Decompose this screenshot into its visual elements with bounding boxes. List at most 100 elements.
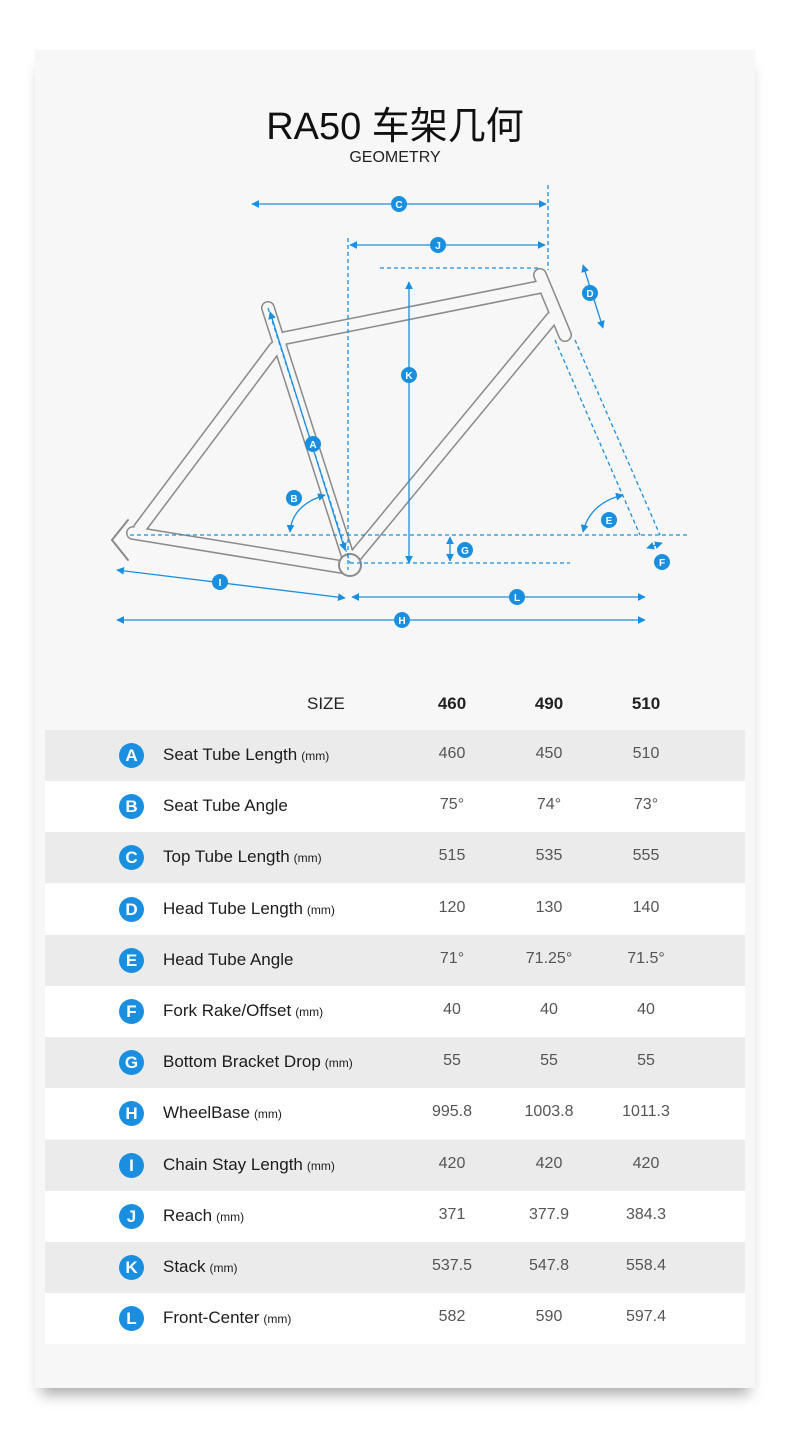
circ: B	[119, 794, 144, 820]
val: 420	[535, 1154, 563, 1172]
val: 130	[535, 898, 563, 916]
val: 1011.3	[622, 1103, 670, 1121]
circ: A	[119, 743, 144, 768]
unit: (mm)	[263, 1312, 292, 1327]
val: 450	[535, 745, 563, 762]
unit: (mm)	[216, 1209, 245, 1224]
label-badge	[654, 554, 670, 570]
row w: L Front-Center (mm) 582 590 597.4	[45, 1293, 745, 1345]
val: 597.4	[625, 1308, 667, 1326]
val: 515	[438, 847, 466, 865]
val: 73°	[633, 796, 659, 814]
row g: A Seat Tube Length (mm) 460 450 510	[45, 730, 745, 781]
diagram-label: K	[405, 371, 413, 382]
label-badge	[212, 574, 228, 590]
diagram-label: B	[290, 494, 297, 505]
diagram-label: F	[659, 558, 665, 569]
val: 460	[438, 745, 466, 762]
diagram-label: H	[398, 616, 405, 627]
name: Head Tube Angle	[163, 949, 294, 969]
geometry-diagram: C J D K A B E G F I L H	[110, 185, 690, 628]
val: 377.9	[528, 1205, 570, 1223]
unit: (mm)	[306, 1158, 335, 1173]
unit: (mm)	[209, 1261, 238, 1275]
name: WheelBase	[163, 1103, 250, 1123]
title: RA50 车架几何	[266, 106, 524, 148]
row g: K Stack (mm) 537.5 547.8 558.4	[45, 1242, 745, 1293]
nm: WheelBase (mm)	[163, 1103, 282, 1123]
unit: (mm)	[295, 1005, 324, 1019]
circ: H	[119, 1101, 144, 1127]
name: Chain Stay Length	[163, 1154, 303, 1174]
val: 537.5	[431, 1257, 473, 1274]
val: 1003.8	[524, 1103, 574, 1121]
dimension-lines	[116, 185, 690, 624]
row w: D Head Tube Length (mm) 120 130 140	[45, 883, 745, 935]
name: Head Tube Length	[163, 898, 303, 918]
label-badge	[305, 436, 321, 452]
unit: (mm)	[293, 851, 322, 866]
row w: F Fork Rake/Offset (mm) 40 40 40	[45, 986, 745, 1037]
circ: F	[119, 999, 144, 1024]
val: 71.5°	[627, 949, 665, 967]
circ: L	[119, 1306, 144, 1332]
row w: B Seat Tube Angle 75° 74° 73°	[45, 781, 745, 833]
val: 371	[438, 1205, 466, 1223]
diagram-label: J	[435, 241, 441, 252]
circ: G	[119, 1050, 144, 1076]
diagram-label: C	[395, 200, 402, 211]
val: 120	[438, 898, 466, 916]
diagram-label: G	[461, 546, 469, 557]
name: Stack	[163, 1257, 206, 1276]
nm: Seat Tube Length (mm)	[163, 745, 329, 765]
val: 582	[438, 1308, 466, 1326]
val: 555	[632, 847, 660, 865]
diagram-label: A	[309, 440, 316, 451]
unit: (mm)	[301, 749, 330, 763]
diagram-label: E	[606, 516, 613, 527]
val: 55	[540, 1052, 558, 1070]
val: 420	[632, 1154, 660, 1172]
nm: Head Tube Length (mm)	[163, 899, 335, 919]
val: 510	[632, 745, 660, 762]
val: 71.25°	[525, 949, 573, 967]
nm: Chain Stay Length (mm)	[163, 1155, 335, 1175]
diagram-label: L	[514, 593, 520, 604]
circ: C	[119, 845, 144, 871]
val: 55	[443, 1052, 461, 1070]
circ: I	[119, 1152, 144, 1178]
val: 995.8	[431, 1103, 473, 1121]
label-badge	[286, 490, 302, 506]
label-badge	[601, 512, 617, 528]
val: 55	[637, 1052, 655, 1070]
nm: Fork Rake/Offset (mm)	[163, 1001, 323, 1021]
name: Top Tube Length	[163, 847, 290, 867]
val: 75°	[439, 796, 465, 814]
label-badge	[430, 237, 446, 253]
val: 558.4	[625, 1257, 667, 1274]
val: 384.3	[625, 1205, 667, 1223]
name: Seat Tube Length	[163, 745, 298, 764]
val: 535	[535, 847, 563, 865]
nm: Seat Tube Angle	[163, 796, 288, 816]
circ: K	[119, 1255, 144, 1280]
diagram-label: D	[586, 289, 593, 300]
label-badge	[394, 612, 410, 628]
nm: Head Tube Angle	[163, 950, 293, 970]
circ: J	[119, 1203, 144, 1229]
val: 140	[632, 898, 660, 916]
row g: I Chain Stay Length (mm) 420 420 420	[45, 1139, 745, 1191]
val: 40	[443, 1001, 461, 1018]
row g: C Top Tube Length (mm) 515 535 555	[45, 832, 745, 884]
label-badge	[509, 589, 525, 605]
hdr: 460	[437, 694, 467, 713]
nm: Top Tube Length (mm)	[163, 847, 322, 867]
circ: E	[119, 947, 144, 973]
row g: E Head Tube Angle 71° 71.25° 71.5°	[45, 934, 745, 986]
unit: (mm)	[324, 1056, 353, 1071]
val: 590	[535, 1308, 563, 1326]
hdr: 490	[534, 694, 564, 713]
val: 71°	[439, 949, 465, 967]
label-badge	[582, 285, 598, 301]
